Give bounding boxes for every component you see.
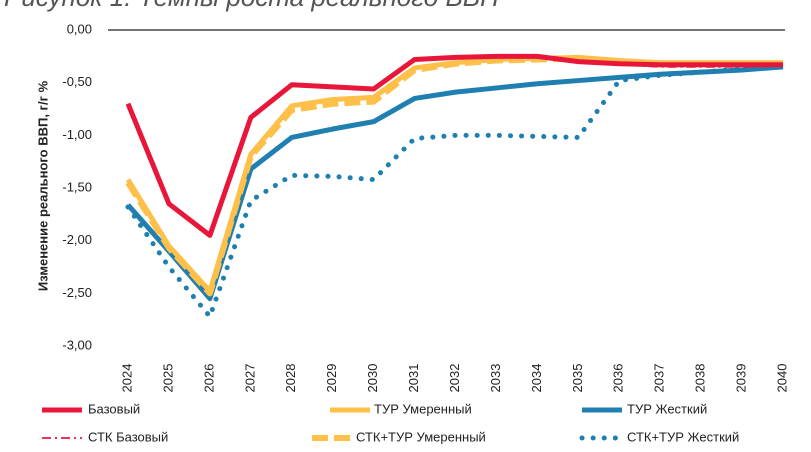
- y-tick-label: -1,50: [62, 179, 92, 194]
- x-tick-label: 2029: [324, 364, 339, 393]
- x-tick-label: 2039: [734, 364, 749, 393]
- y-axis-title: Изменение реального ВВП, г/г %: [35, 80, 50, 291]
- series-line: [125, 53, 784, 238]
- x-tick-label: 2032: [447, 364, 462, 393]
- legend-label: СТК+ТУР Жесткий: [627, 429, 739, 444]
- y-tick-label: -3,00: [62, 337, 92, 352]
- x-tick-label: 2034: [529, 364, 544, 393]
- y-tick-label: -2,50: [62, 285, 92, 300]
- legend-label: ТУР Умеренный: [374, 401, 472, 416]
- x-tick-label: 2024: [119, 364, 134, 393]
- series-line: [127, 56, 784, 237]
- x-tick-label: 2025: [160, 364, 175, 393]
- x-tick-label: 2033: [488, 364, 503, 393]
- legend-label: СТК Базовый: [88, 429, 168, 444]
- x-tick-label: 2035: [570, 364, 585, 393]
- y-tick-label: -0,50: [62, 74, 92, 89]
- legend-label: Базовый: [88, 401, 140, 416]
- legend-label: ТУР Жесткий: [627, 401, 707, 416]
- x-tick-label: 2026: [201, 364, 216, 393]
- series-line: [125, 63, 786, 320]
- y-tick-label: 0,00: [67, 21, 92, 36]
- x-tick-label: 2027: [242, 364, 257, 393]
- y-tick-label: -2,00: [62, 232, 92, 247]
- y-tick-label: -1,00: [62, 127, 92, 142]
- x-tick-label: 2028: [283, 364, 298, 393]
- x-tick-label: 2040: [774, 364, 789, 393]
- x-tick-label: 2036: [611, 364, 626, 393]
- x-tick-label: 2030: [365, 364, 380, 393]
- chart-title: Рисунок 1. Темпы роста реального ВВП: [4, 0, 499, 12]
- x-tick-label: 2031: [406, 364, 421, 393]
- x-tick-label: 2038: [693, 364, 708, 393]
- x-tick-label: 2037: [652, 364, 667, 393]
- legend-label: СТК+ТУР Умеренный: [356, 429, 486, 444]
